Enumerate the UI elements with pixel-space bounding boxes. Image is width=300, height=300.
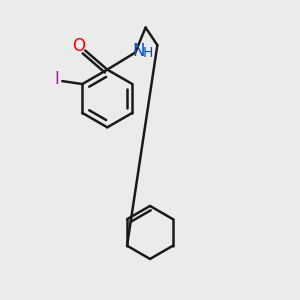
Text: H: H [142,46,153,60]
Text: I: I [54,70,59,88]
Text: O: O [72,37,85,55]
Text: N: N [132,42,145,60]
